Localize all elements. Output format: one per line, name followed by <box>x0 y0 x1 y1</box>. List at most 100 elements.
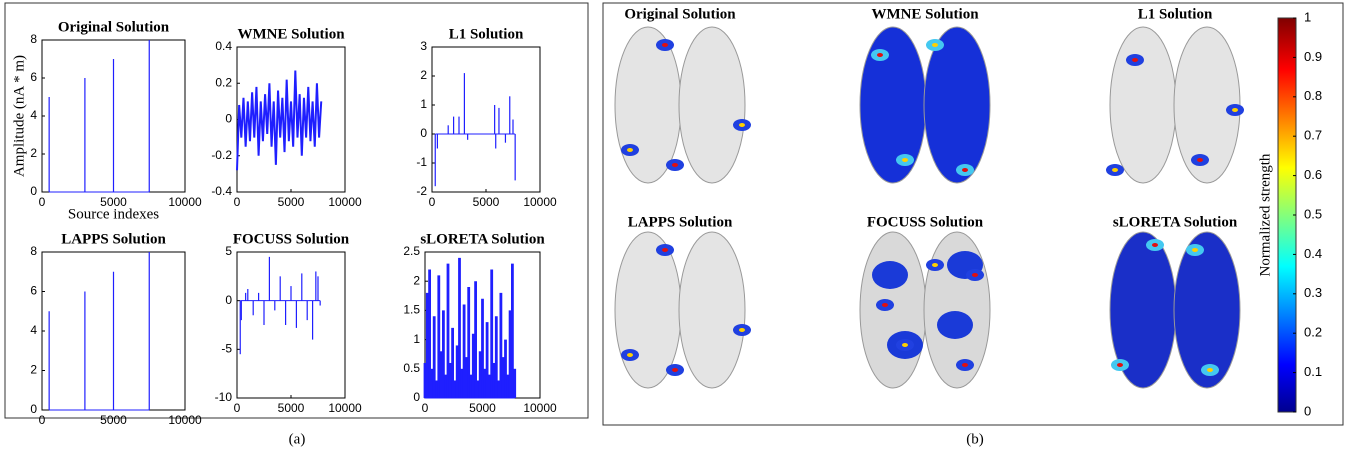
colorbar-label: Normalized strength <box>1257 153 1273 276</box>
y-tick-label: 2 <box>420 68 427 82</box>
activation-core <box>739 328 745 332</box>
x-tick-label: 10000 <box>328 401 362 415</box>
colorbar-tick-label: 0 <box>1304 403 1311 418</box>
y-tick-label: 5 <box>225 244 232 258</box>
activation-core <box>972 273 978 277</box>
activation-core <box>662 43 668 47</box>
chart-title: Original Solution <box>58 19 170 35</box>
chart-title: FOCUSS Solution <box>233 231 350 247</box>
caption: (b) <box>966 431 984 447</box>
y-tick-label: 2.5 <box>403 244 420 258</box>
hemisphere <box>860 27 926 183</box>
y-tick-label: 8 <box>30 244 37 258</box>
brain-title: sLORETA Solution <box>1113 214 1238 230</box>
hemisphere <box>679 232 745 388</box>
x-tick-label: 5000 <box>100 195 127 209</box>
activation-core <box>627 353 633 357</box>
activation-core <box>1192 248 1198 252</box>
chart-title: LAPPS Solution <box>61 231 166 247</box>
x-tick-label: 0 <box>429 195 436 209</box>
x-tick-label: 0 <box>39 195 46 209</box>
activation-core <box>877 53 883 57</box>
activation-core <box>932 263 938 267</box>
x-tick-label: 5000 <box>469 401 496 415</box>
activation-core <box>902 343 908 347</box>
activation-core <box>932 43 938 47</box>
caption: (a) <box>289 431 306 447</box>
colorbar-tick-label: 0.2 <box>1304 325 1322 340</box>
brain-title: FOCUSS Solution <box>867 214 984 230</box>
chart-title: WMNE Solution <box>237 26 345 42</box>
activation-core <box>1207 368 1213 372</box>
y-tick-label: 4 <box>30 108 37 122</box>
y-tick-label: -2 <box>416 184 427 198</box>
y-tick-label: -0.2 <box>211 148 232 162</box>
x-tick-label: 5000 <box>473 195 500 209</box>
figure: (a) (b) Normalized strength Original Sol… <box>0 0 1348 453</box>
y-tick-label: 2 <box>30 363 37 377</box>
y-tick-label: 0 <box>420 126 427 140</box>
activation-core <box>672 368 678 372</box>
colorbar-tick-label: 0.4 <box>1304 246 1322 261</box>
y-tick-label: 6 <box>30 284 37 298</box>
x-tick-label: 10000 <box>168 413 202 427</box>
chart-title: L1 Solution <box>449 26 524 42</box>
y-tick-label: 0.4 <box>215 39 232 53</box>
colorbar-tick-label: 0.1 <box>1304 364 1322 379</box>
brain-title: LAPPS Solution <box>628 214 733 230</box>
activation-core <box>1197 158 1203 162</box>
activation <box>937 311 973 339</box>
y-tick-label: 0 <box>30 184 37 198</box>
hemisphere <box>860 232 926 388</box>
colorbar-tick-label: 0.7 <box>1304 128 1322 143</box>
activation-core <box>662 248 668 252</box>
y-tick-label: 1.5 <box>403 303 420 317</box>
activation-core <box>1232 108 1238 112</box>
x-tick-label: 0 <box>234 195 241 209</box>
x-tick-label: 0 <box>422 401 429 415</box>
y-tick-label: 4 <box>30 323 37 337</box>
colorbar-tick-label: 0.6 <box>1304 167 1322 182</box>
colorbar-tick-label: 0.9 <box>1304 49 1322 64</box>
activation-core <box>1132 58 1138 62</box>
x-tick-label: 5000 <box>100 413 127 427</box>
plot-frame <box>432 47 540 192</box>
chart-title: sLORETA Solution <box>420 231 545 247</box>
activation-core <box>672 163 678 167</box>
x-tick-label: 5000 <box>278 401 305 415</box>
y-tick-label: 2 <box>413 273 420 287</box>
activation-core <box>962 168 968 172</box>
brain-title: Original Solution <box>624 6 736 22</box>
y-tick-label: -1 <box>416 155 427 169</box>
activation-core <box>627 148 633 152</box>
activation-core <box>882 303 888 307</box>
y-tick-label: 0 <box>413 390 420 404</box>
activation-core <box>1112 168 1118 172</box>
y-tick-label: 0.5 <box>403 361 420 375</box>
hemisphere <box>679 27 745 183</box>
x-tick-label: 5000 <box>278 195 305 209</box>
x-tick-label: 10000 <box>168 195 202 209</box>
y-tick-label: -5 <box>221 342 232 356</box>
x-tick-label: 10000 <box>523 401 557 415</box>
y-tick-label: 1 <box>413 332 420 346</box>
activation-core <box>1117 363 1123 367</box>
y-tick-label: 3 <box>420 39 427 53</box>
plot-frame <box>237 252 345 398</box>
y-tick-label: 0 <box>30 402 37 416</box>
y-tick-label: -0.4 <box>211 184 232 198</box>
x-tick-label: 0 <box>234 401 241 415</box>
y-tick-label: -10 <box>215 390 233 404</box>
y-tick-label: 0 <box>225 112 232 126</box>
hemisphere <box>1110 27 1176 183</box>
colorbar-tick-label: 0.8 <box>1304 88 1322 103</box>
activation <box>872 261 908 289</box>
y-axis-label: Amplitude (nA * m) <box>11 55 27 177</box>
activation-core <box>739 123 745 127</box>
x-tick-label: 10000 <box>328 195 362 209</box>
colorbar-tick-label: 1 <box>1304 9 1311 24</box>
y-tick-label: 8 <box>30 32 37 46</box>
x-tick-label: 0 <box>39 413 46 427</box>
y-tick-label: 6 <box>30 70 37 84</box>
activation-core <box>962 363 968 367</box>
